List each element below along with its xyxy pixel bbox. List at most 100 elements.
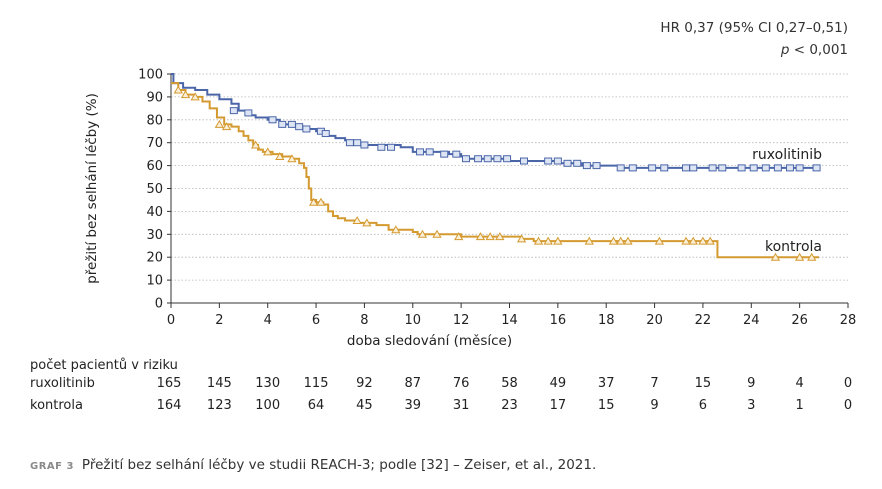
censor-marker <box>681 236 691 245</box>
censor-marker <box>321 130 330 138</box>
censor-marker <box>483 155 492 163</box>
x-tick-label: 4 <box>264 313 272 328</box>
y-tick-label: 10 <box>146 274 163 289</box>
censor-marker <box>533 236 544 245</box>
x-tick-label: 10 <box>405 313 422 328</box>
y-tick-label: 40 <box>146 205 163 220</box>
censor-marker <box>608 236 619 245</box>
risk-value: 39 <box>404 398 422 413</box>
censor-marker <box>616 236 626 245</box>
censor-marker <box>648 164 657 172</box>
censor-marker <box>287 154 297 163</box>
y-tick-label: 60 <box>146 159 163 174</box>
censor-marker <box>770 252 781 261</box>
censor-marker <box>214 119 225 128</box>
risk-value: 64 <box>307 398 325 413</box>
risk-value: 58 <box>501 376 518 391</box>
risk-row-label: kontrola <box>30 398 83 413</box>
series-label: kontrola <box>765 239 822 255</box>
censor-marker <box>416 148 425 156</box>
censor-marker <box>360 141 369 149</box>
series-line <box>171 82 819 259</box>
caption-text: Přežití bez selhání léčby ve studii REAC… <box>81 457 597 473</box>
censor-marker <box>229 107 238 115</box>
grid-lines <box>171 73 848 281</box>
risk-value: 92 <box>356 376 373 391</box>
censor-marker <box>698 236 708 245</box>
censor-marker <box>553 236 563 245</box>
censor-marker <box>308 197 319 206</box>
risk-value: 145 <box>206 376 232 391</box>
risk-value: 15 <box>694 376 712 391</box>
censor-marker <box>516 234 527 243</box>
censor-marker <box>345 139 354 147</box>
censor-marker <box>749 164 758 172</box>
risk-value: 23 <box>501 398 518 413</box>
censor-marker <box>461 155 470 163</box>
censor-marker <box>387 143 396 151</box>
censor-marker <box>275 151 285 160</box>
censor-marker <box>761 164 770 172</box>
censor-marker <box>474 155 483 163</box>
censor-marker <box>173 85 183 94</box>
censor-marker <box>705 236 715 245</box>
censor-marker <box>263 147 273 156</box>
censor-marker <box>795 164 804 172</box>
censor-marker <box>190 92 200 101</box>
x-tick-label: 2 <box>215 313 223 328</box>
series-ruxolitinib <box>171 73 821 172</box>
y-tick-label: 20 <box>146 251 163 266</box>
figure-caption: GRAF 3 Přežití bez selhání léčby ve studi… <box>30 457 596 473</box>
censor-marker <box>812 164 821 172</box>
risk-value: 130 <box>255 376 281 391</box>
censor-marker <box>592 162 601 170</box>
risk-value: 0 <box>843 376 853 391</box>
risk-value: 100 <box>255 398 281 413</box>
censor-marker <box>616 164 625 172</box>
censor-marker <box>503 155 512 163</box>
risk-value: 17 <box>549 398 567 413</box>
series-label: ruxolitinib <box>752 147 822 163</box>
risk-value: 87 <box>404 376 422 391</box>
censor-marker <box>737 164 746 172</box>
caption-tag: GRAF 3 <box>30 461 74 472</box>
censor-marker <box>682 164 691 172</box>
censor-marker <box>180 90 191 99</box>
risk-value: 9 <box>650 398 659 413</box>
y-tick-label: 30 <box>146 228 163 243</box>
censor-marker <box>287 120 296 128</box>
risk-value: 164 <box>156 398 182 413</box>
censor-marker <box>623 236 633 245</box>
risk-value: 15 <box>597 398 615 413</box>
censor-marker <box>485 232 495 241</box>
censor-marker <box>628 164 637 172</box>
censor-marker <box>353 139 362 147</box>
y-tick-label: 80 <box>146 113 163 128</box>
censor-marker <box>221 122 232 131</box>
risk-value: 6 <box>698 398 708 413</box>
hazard-ratio-text: HR 0,37 (95% CI 0,27–0,51) <box>660 20 848 36</box>
censor-marker <box>773 164 782 172</box>
x-tick-label: 14 <box>501 313 518 328</box>
censor-marker <box>794 252 805 261</box>
x-axis-label: doba sledování (měsíce) <box>347 333 512 349</box>
y-tick-label: 0 <box>155 297 163 312</box>
censor-marker <box>785 164 794 172</box>
axes <box>167 73 849 308</box>
x-tick-label: 24 <box>743 313 760 328</box>
censor-marker <box>278 120 287 128</box>
censor-marker <box>244 109 253 117</box>
y-tick-label: 70 <box>146 136 163 151</box>
x-tick-label: 20 <box>646 313 663 328</box>
risk-value: 0 <box>843 398 853 413</box>
y-tick-label: 90 <box>146 90 163 105</box>
y-tick-label: 100 <box>138 68 163 83</box>
censor-marker <box>425 148 434 156</box>
risk-value: 3 <box>747 398 756 413</box>
censor-marker <box>440 150 449 158</box>
p-value-text: p < 0,001 <box>781 42 848 58</box>
risk-value: 49 <box>549 376 567 391</box>
censor-marker <box>688 236 698 245</box>
